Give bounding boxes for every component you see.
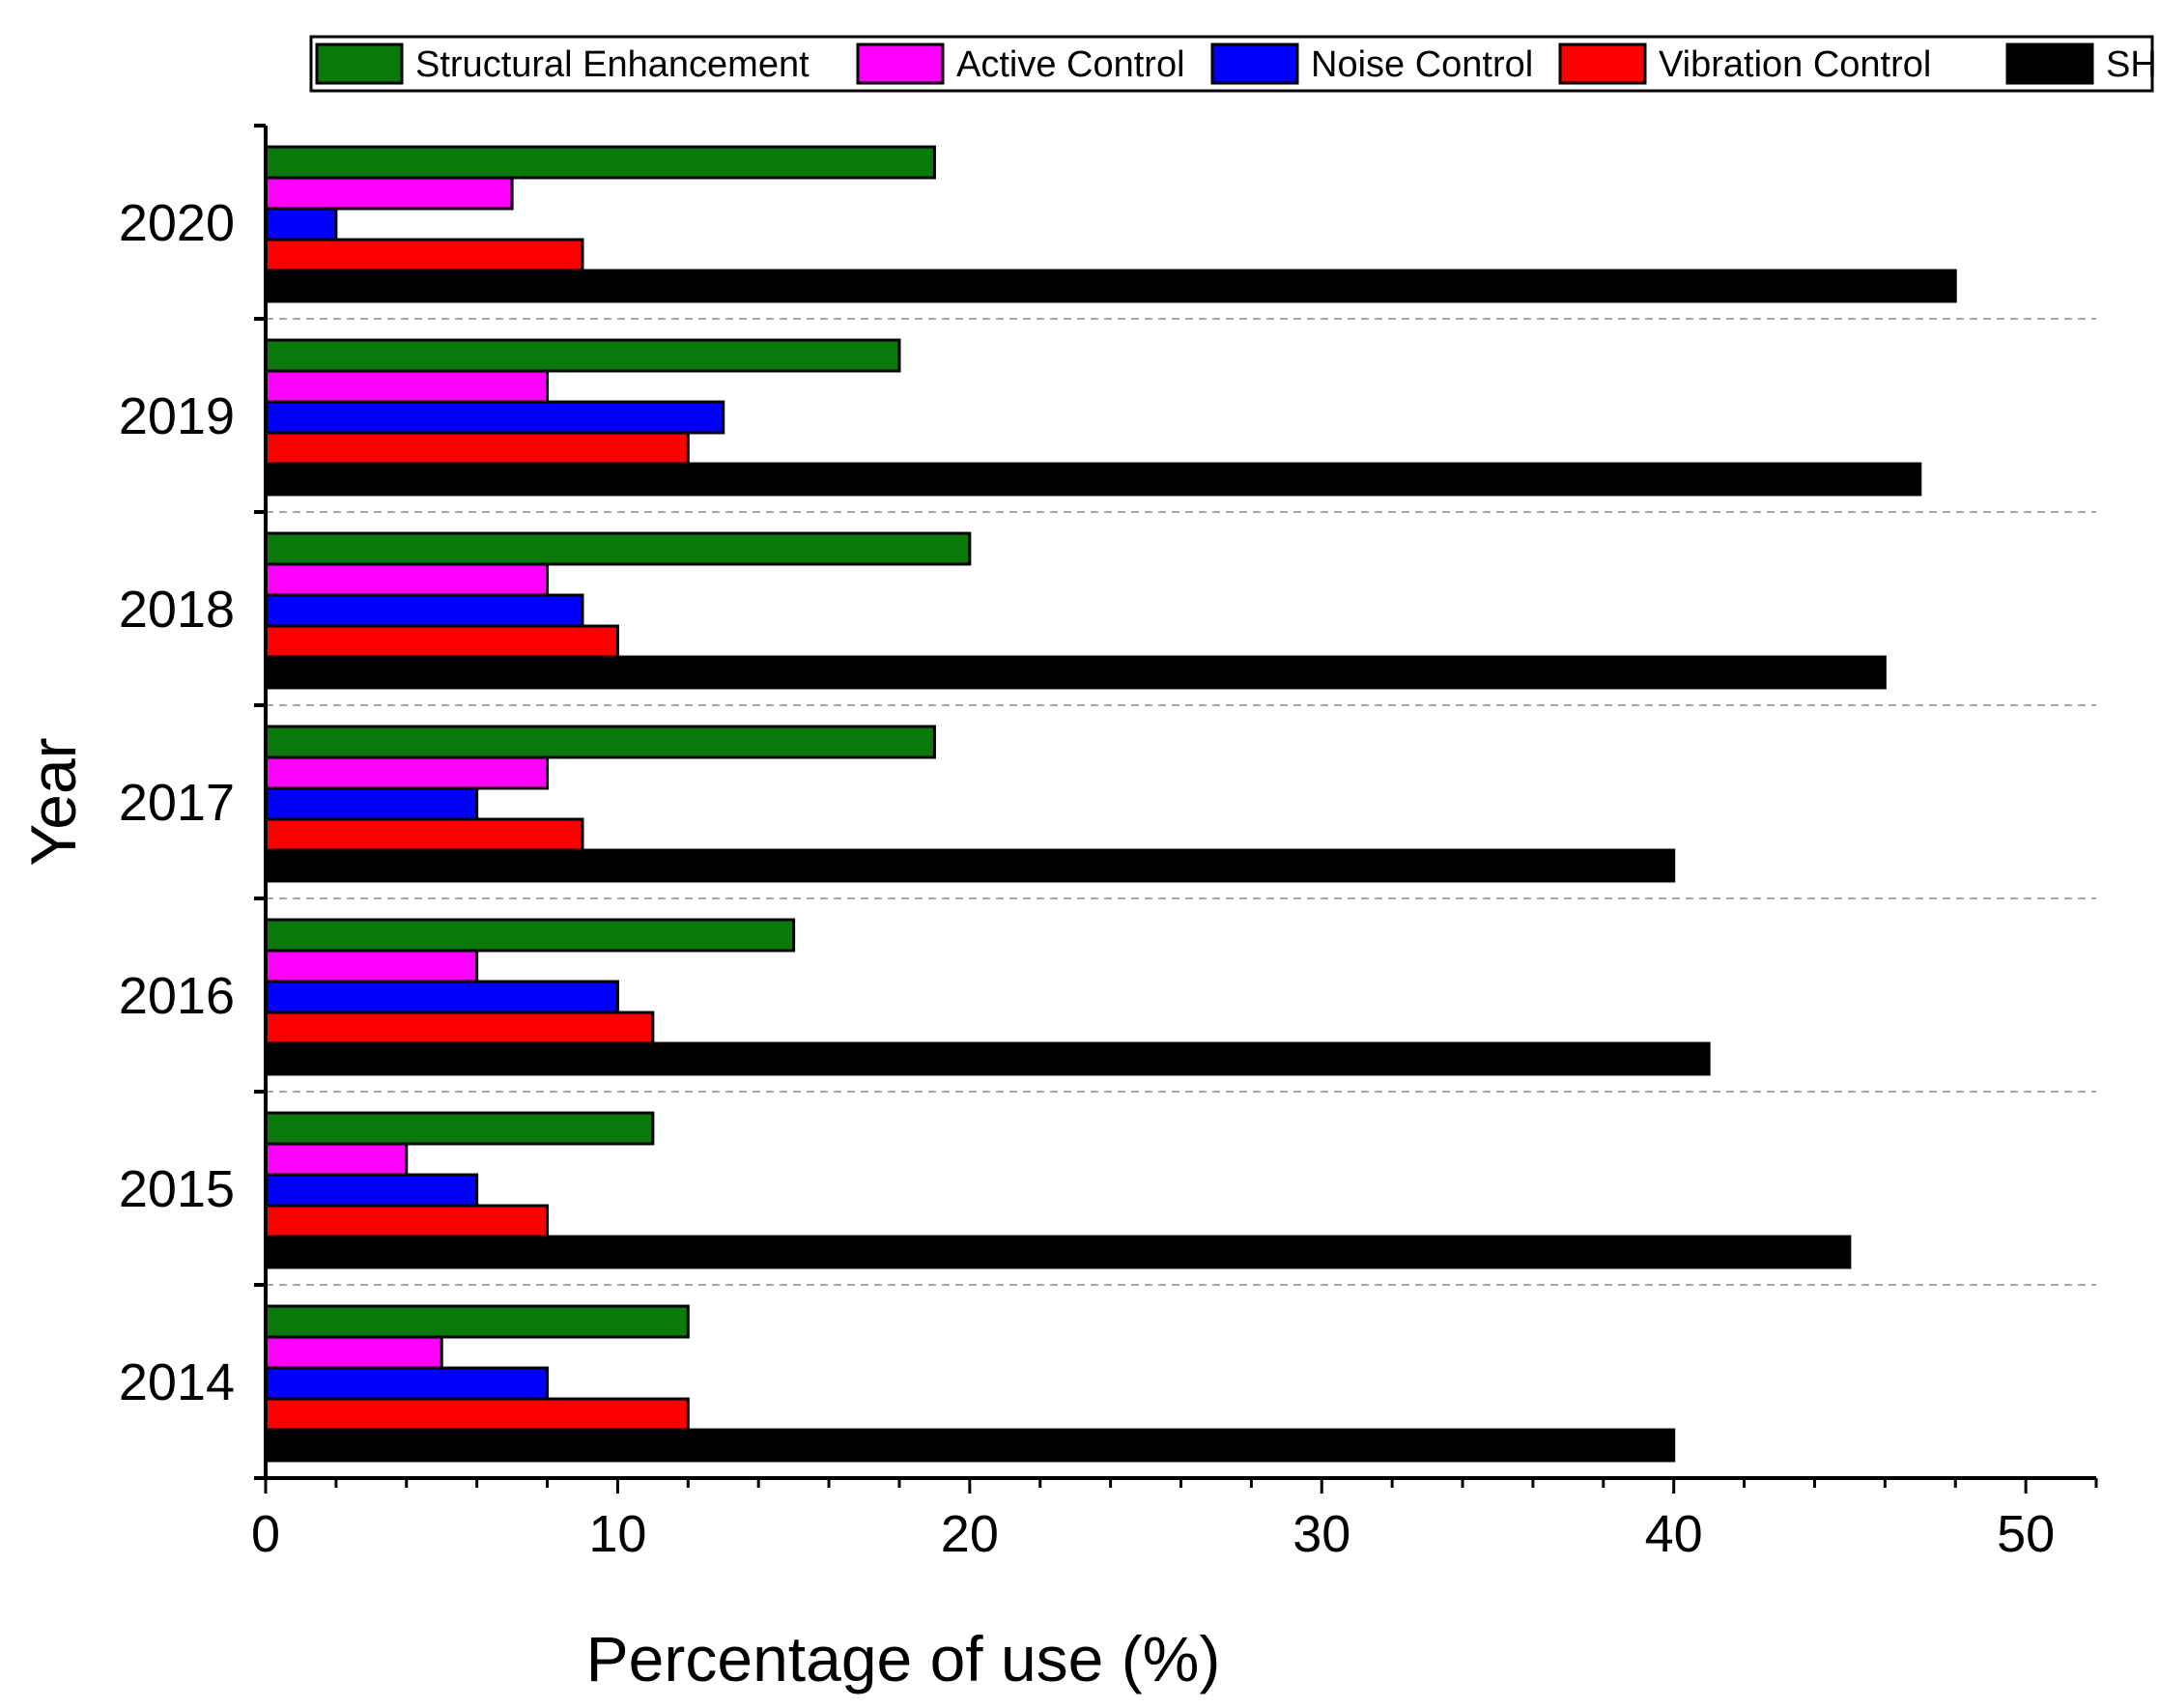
bar-2019-vibration-control	[264, 431, 690, 466]
bar-2017-noise-control	[264, 786, 479, 821]
bar-2015-active-control	[264, 1142, 409, 1177]
bar-2015-shm	[264, 1235, 1852, 1269]
legend-swatch	[1558, 43, 1647, 85]
bar-2016-noise-control	[264, 980, 619, 1014]
legend-label: Vibration Control	[1659, 44, 1931, 85]
y-tick-label: 2015	[119, 1160, 235, 1218]
bar-2019-shm	[264, 462, 1922, 497]
bar-2017-structural-enhancement	[264, 725, 936, 759]
bar-2020-noise-control	[264, 207, 338, 242]
y-tick-label: 2018	[119, 581, 235, 639]
grid-lines	[266, 318, 2096, 1286]
x-tick-label: 50	[1997, 1505, 2055, 1563]
bar-2018-noise-control	[264, 593, 584, 628]
x-tick-label: 0	[251, 1505, 280, 1563]
bars	[264, 145, 1957, 1463]
bar-2019-active-control	[264, 369, 550, 404]
y-tick-label: 2019	[119, 387, 235, 445]
bar-2014-structural-enhancement	[264, 1304, 690, 1339]
bar-2014-noise-control	[264, 1366, 550, 1401]
axes	[264, 126, 2096, 1480]
bar-2017-active-control	[264, 755, 550, 790]
bar-2020-vibration-control	[264, 238, 584, 272]
bar-2019-noise-control	[264, 400, 725, 435]
bar-2019-structural-enhancement	[264, 338, 901, 373]
y-tick-label: 2020	[119, 194, 235, 252]
x-tick-label: 10	[588, 1505, 646, 1563]
bar-2014-shm	[264, 1428, 1676, 1463]
bar-2016-shm	[264, 1041, 1711, 1076]
bar-2017-vibration-control	[264, 817, 584, 852]
x-axis-title: Percentage of use (%)	[586, 1623, 1221, 1694]
x-tick-label: 30	[1293, 1505, 1350, 1563]
y-axis-title: Year	[17, 737, 89, 866]
bar-2020-active-control	[264, 176, 514, 211]
y-tick-label: 2016	[119, 967, 235, 1025]
legend-label: Active Control	[956, 44, 1185, 85]
y-tick-label: 2017	[119, 774, 235, 832]
y-tick-label: 2014	[119, 1353, 235, 1411]
legend-swatch	[2005, 43, 2094, 85]
x-tick-label: 20	[941, 1505, 999, 1563]
bar-2015-structural-enhancement	[264, 1111, 655, 1146]
bar-2016-vibration-control	[264, 1011, 655, 1045]
bar-2018-shm	[264, 655, 1887, 690]
bar-2017-shm	[264, 848, 1676, 883]
bar-2016-active-control	[264, 949, 479, 983]
bar-2020-shm	[264, 269, 1957, 303]
legend: Structural Enhancement Active Control Nois…	[309, 35, 2159, 93]
bar-2015-vibration-control	[264, 1204, 550, 1238]
bar-2016-structural-enhancement	[264, 918, 796, 953]
bar-2015-noise-control	[264, 1173, 479, 1208]
ticks: 2014 2015 2016 2017 2018 2019 2020 0 10 20 30 40 50	[119, 124, 2098, 1563]
legend-swatch	[856, 43, 945, 85]
legend-swatch	[1210, 43, 1299, 85]
bar-2020-structural-enhancement	[264, 145, 936, 180]
legend-swatch	[315, 43, 404, 85]
legend-label: Noise Control	[1311, 44, 1533, 85]
bar-2014-active-control	[264, 1335, 443, 1370]
legend-label: SHM	[2106, 44, 2159, 85]
bar-2014-vibration-control	[264, 1397, 690, 1432]
x-tick-label: 40	[1645, 1505, 1703, 1563]
bar-2018-active-control	[264, 562, 550, 597]
legend-label: Structural Enhancement	[415, 44, 810, 85]
bar-2018-structural-enhancement	[264, 531, 972, 566]
bar-2018-vibration-control	[264, 624, 619, 659]
